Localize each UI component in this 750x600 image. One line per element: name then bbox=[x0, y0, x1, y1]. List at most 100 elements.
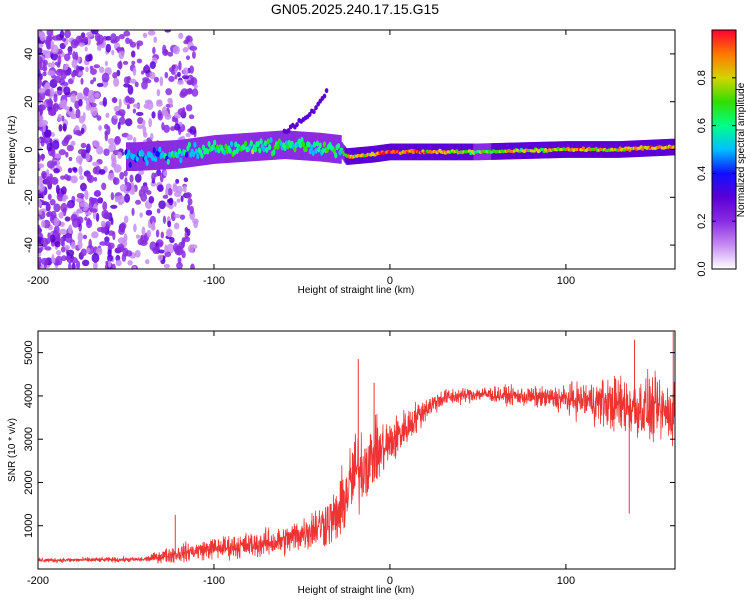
spectrogram-noise-blob bbox=[46, 178, 52, 186]
spectrogram-noise-blob bbox=[111, 49, 115, 56]
spectrogram-noise-blob bbox=[70, 241, 76, 250]
spectrogram-band-mark bbox=[671, 145, 675, 149]
spectrogram-noise-blob bbox=[82, 111, 86, 122]
spectrogram-noise-blob bbox=[58, 211, 64, 219]
figure-title: GN05.2025.240.17.15.G15 bbox=[270, 1, 440, 17]
spectrogram-noise-blob bbox=[49, 234, 56, 243]
spectrogram-noise-blob bbox=[146, 229, 152, 238]
spectrogram-band-halo bbox=[272, 131, 275, 160]
spectrogram-x-tick-label: -200 bbox=[27, 275, 49, 287]
spectrogram-noise-blob bbox=[97, 197, 104, 204]
spectrogram-noise-blob bbox=[100, 220, 106, 228]
spectrogram-noise-blob bbox=[91, 252, 100, 263]
spectrogram-noise-blob bbox=[142, 32, 148, 39]
spectrogram-noise-blob bbox=[50, 52, 58, 61]
spectrogram-noise-blob bbox=[77, 71, 84, 77]
spectrogram-noise-blob bbox=[137, 238, 144, 246]
spectrogram-noise-blob bbox=[140, 184, 149, 194]
spectrogram-band-mark bbox=[311, 150, 315, 157]
spectrogram-band-mark bbox=[244, 140, 248, 147]
spectrogram-noise-blob bbox=[77, 232, 83, 242]
colorbar-tick-label: 0.6 bbox=[696, 118, 708, 133]
spectrogram-noise-blob bbox=[126, 134, 133, 141]
spectrogram-noise-blob bbox=[38, 94, 43, 102]
spectrogram-noise-blob bbox=[124, 177, 128, 185]
spectrogram-noise-blob bbox=[107, 230, 115, 236]
spectrogram-noise-blob bbox=[189, 125, 197, 135]
spectrogram-noise-blob bbox=[38, 137, 42, 144]
spectrogram-noise-blob bbox=[60, 246, 66, 253]
spectrogram-noise-blob bbox=[159, 76, 164, 87]
spectrogram-band-mark bbox=[266, 138, 270, 145]
spectrogram-noise-blob bbox=[80, 182, 87, 192]
spectrogram-noise-blob bbox=[151, 172, 156, 181]
spectrogram-noise-blob bbox=[118, 200, 123, 206]
spectrogram-noise-blob bbox=[46, 39, 51, 49]
spectrogram-noise-blob bbox=[105, 35, 112, 41]
spectrogram-band-halo bbox=[231, 133, 233, 163]
spectrogram-noise-blob bbox=[51, 147, 56, 158]
spectrogram-noise-blob bbox=[119, 171, 125, 180]
spectrogram-noise-blob bbox=[92, 161, 100, 167]
spectrogram-noise-blob bbox=[193, 220, 199, 229]
spectrogram-noise-blob bbox=[64, 216, 71, 222]
spectrogram-noise-blob bbox=[117, 243, 125, 252]
spectrogram-band-mark bbox=[249, 140, 253, 147]
spectrogram-noise-blob bbox=[107, 172, 115, 181]
spectrogram-band-halo bbox=[187, 138, 189, 168]
spectrogram-noise-blob bbox=[169, 237, 175, 244]
spectrogram-band-mark bbox=[259, 138, 263, 145]
spectrogram-noise-blob bbox=[176, 261, 183, 269]
spectrogram-noise-blob bbox=[40, 138, 46, 144]
spectrogram-noise-blob bbox=[72, 51, 76, 60]
spectrogram-noise-blob bbox=[148, 117, 153, 128]
spectrogram-noise-blob bbox=[150, 181, 157, 187]
spectrogram-band-halo bbox=[179, 139, 182, 169]
spectrogram-noise-blob bbox=[153, 76, 160, 83]
spectrogram-marks bbox=[38, 30, 675, 269]
spectrogram-band-mark bbox=[253, 146, 258, 153]
spectrogram-noise-blob bbox=[38, 224, 41, 230]
spectrogram-noise-blob bbox=[155, 229, 160, 238]
snr-y-tick-label: 1000 bbox=[23, 513, 35, 537]
spectrogram-noise-blob bbox=[76, 216, 84, 224]
spectrogram-noise-blob bbox=[132, 108, 137, 114]
spectrogram-noise-blob bbox=[50, 176, 59, 185]
spectrogram-noise-blob bbox=[110, 204, 118, 209]
spectrogram-noise-blob bbox=[38, 184, 45, 192]
spectrogram-noise-blob bbox=[76, 208, 82, 214]
spectrogram-noise-blob bbox=[180, 195, 184, 203]
spectrogram-noise-blob bbox=[53, 203, 61, 213]
spectrogram-band-mark bbox=[617, 148, 621, 152]
spectrogram-noise-blob bbox=[155, 100, 163, 107]
spectrogram-noise-blob bbox=[89, 68, 97, 75]
spectrogram-noise-blob bbox=[123, 233, 128, 242]
spectrogram-noise-blob bbox=[77, 148, 86, 155]
spectrogram-band-mark bbox=[213, 139, 217, 146]
spectrogram-noise-blob bbox=[164, 30, 172, 33]
spectrogram-noise-blob bbox=[150, 132, 154, 141]
spectrogram-noise-blob bbox=[63, 106, 70, 111]
spectrogram-noise-blob bbox=[189, 65, 195, 74]
spectrogram-noise-blob bbox=[132, 67, 137, 76]
spectrogram-noise-blob bbox=[157, 109, 162, 119]
spectrogram-band-mark bbox=[232, 149, 236, 156]
spectrogram-noise-blob bbox=[162, 49, 169, 56]
spectrogram-band-mark bbox=[272, 149, 276, 156]
spectrogram-noise-blob bbox=[104, 236, 110, 243]
spectrogram-noise-blob bbox=[162, 215, 167, 224]
spectrogram-noise-blob bbox=[111, 263, 116, 269]
spectrogram-noise-blob bbox=[147, 30, 156, 36]
spectrogram-noise-blob bbox=[130, 50, 136, 58]
spectrogram-noise-blob bbox=[158, 249, 165, 254]
spectrogram-noise-blob bbox=[91, 231, 99, 239]
spectrogram-noise-blob bbox=[85, 104, 92, 111]
spectrogram-noise-blob bbox=[97, 44, 102, 51]
spectrogram-band-mark bbox=[263, 140, 267, 147]
spectrogram-noise-blob bbox=[46, 211, 51, 217]
spectrogram-band-mark bbox=[322, 141, 327, 148]
spectrogram-noise-blob bbox=[53, 217, 60, 227]
spectrogram-noise-blob bbox=[103, 148, 110, 156]
spectrogram-noise-blob bbox=[163, 124, 170, 133]
spectrogram-band-mark bbox=[196, 153, 200, 160]
